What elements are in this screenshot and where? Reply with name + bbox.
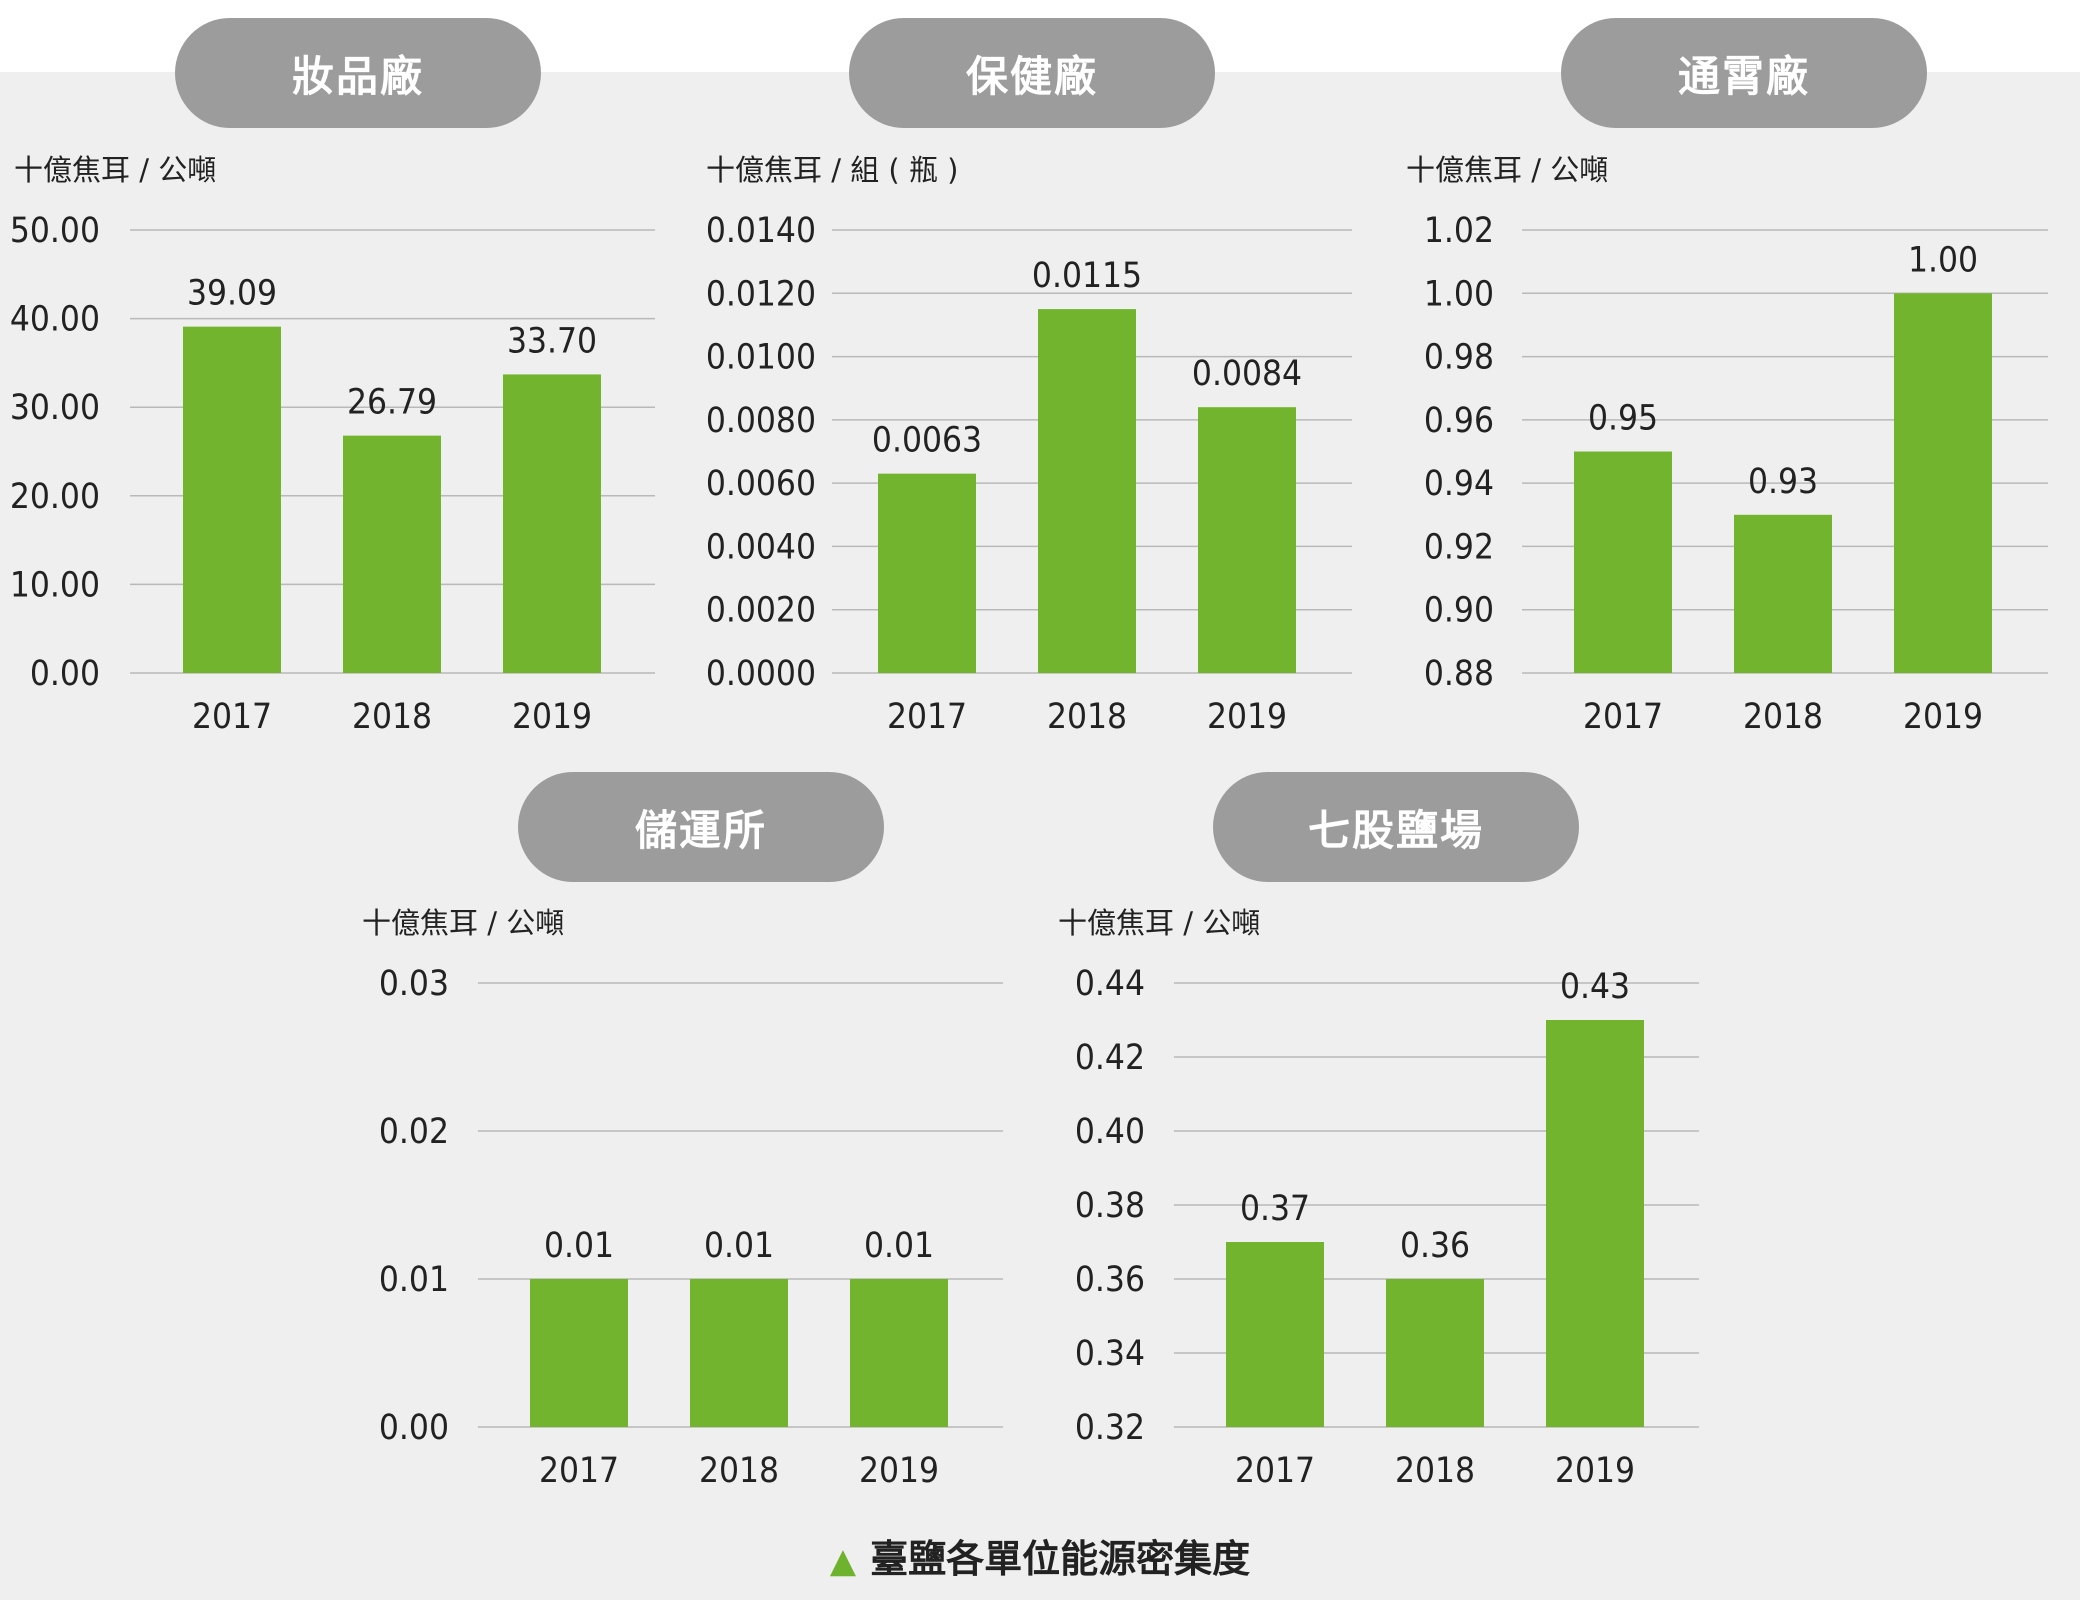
y-tick-label: 0.44 [1075,964,1145,1004]
x-tick-label: 2017 [1583,697,1663,737]
data-label: 1.00 [1908,240,1978,280]
data-label: 0.37 [1240,1189,1310,1229]
bar [1734,514,1832,673]
x-tick-label: 2018 [352,697,432,737]
y-axis-unit-label: 十億焦耳 / 公噸 [14,153,217,187]
bar [343,435,441,673]
x-tick-label: 2017 [887,697,967,737]
triangle-icon: ▲ [829,1541,857,1581]
bar [1226,1242,1324,1427]
data-label: 0.01 [544,1226,614,1266]
y-tick-label: 0.92 [1424,527,1494,567]
y-axis-unit-label: 十億焦耳 / 公噸 [362,906,565,940]
y-tick-label: 40.00 [10,300,100,340]
bar [1574,451,1672,673]
y-tick-label: 20.00 [10,477,100,517]
bar [530,1279,628,1427]
data-label: 0.0084 [1192,354,1302,394]
bar [1198,407,1296,673]
data-label: 39.09 [187,274,277,314]
y-tick-label: 0.0040 [706,527,816,567]
data-label: 26.79 [347,383,437,423]
data-label: 0.0115 [1032,256,1142,296]
x-tick-label: 2019 [512,697,592,737]
y-tick-label: 0.0140 [706,211,816,251]
y-tick-label: 0.32 [1075,1408,1145,1448]
data-label: 0.93 [1748,462,1818,502]
y-tick-label: 0.01 [379,1260,449,1300]
chart-title-cosmetics: 妝品廠 [175,18,541,128]
bar [1038,309,1136,673]
y-tick-label: 0.98 [1424,338,1494,378]
y-tick-label: 0.0080 [706,401,816,441]
bar [690,1279,788,1427]
y-tick-label: 0.94 [1424,464,1494,504]
data-label: 0.43 [1560,967,1630,1007]
x-tick-label: 2019 [1903,697,1983,737]
y-tick-label: 0.0000 [706,654,816,694]
y-tick-label: 0.88 [1424,654,1494,694]
y-axis-unit-label: 十億焦耳 / 組 ( 瓶 ) [706,153,959,187]
bar [1546,1020,1644,1427]
bar [183,326,281,673]
y-tick-label: 1.02 [1424,211,1494,251]
y-tick-label: 0.40 [1075,1112,1145,1152]
y-tick-label: 0.90 [1424,591,1494,631]
y-tick-label: 10.00 [10,565,100,605]
x-tick-label: 2018 [1047,697,1127,737]
y-tick-label: 0.38 [1075,1186,1145,1226]
x-tick-label: 2018 [699,1451,779,1491]
bar [1386,1279,1484,1427]
x-tick-label: 2017 [192,697,272,737]
y-tick-label: 0.02 [379,1112,449,1152]
y-tick-label: 1.00 [1424,274,1494,314]
data-label: 0.95 [1588,399,1658,439]
y-tick-label: 0.0020 [706,591,816,631]
y-tick-label: 0.96 [1424,401,1494,441]
y-tick-label: 0.42 [1075,1038,1145,1078]
y-tick-label: 50.00 [10,211,100,251]
y-tick-label: 0.0100 [706,338,816,378]
y-axis-unit-label: 十億焦耳 / 公噸 [1406,153,1609,187]
caption-text: 臺鹽各單位能源密集度 [870,1537,1251,1581]
data-label: 33.70 [507,321,597,361]
y-tick-label: 0.36 [1075,1260,1145,1300]
y-tick-label: 0.0120 [706,274,816,314]
figure-caption: ▲ 臺鹽各單位能源密集度 [0,1528,2080,1583]
x-tick-label: 2018 [1395,1451,1475,1491]
x-tick-label: 2018 [1743,697,1823,737]
x-tick-label: 2017 [1235,1451,1315,1491]
bar [878,473,976,673]
y-tick-label: 0.00 [379,1408,449,1448]
y-tick-label: 0.00 [30,654,100,694]
bar [1894,293,1992,673]
chart-title-storage: 儲運所 [518,772,884,882]
data-label: 0.36 [1400,1226,1470,1266]
y-tick-label: 0.03 [379,964,449,1004]
x-tick-label: 2019 [1555,1451,1635,1491]
bar [850,1279,948,1427]
data-label: 0.01 [704,1226,774,1266]
y-axis-unit-label: 十億焦耳 / 公噸 [1058,906,1261,940]
bar [503,374,601,673]
chart-title-tongxiao: 通霄廠 [1561,18,1927,128]
data-label: 0.01 [864,1226,934,1266]
data-label: 0.0063 [872,421,982,461]
y-tick-label: 0.34 [1075,1334,1145,1374]
x-tick-label: 2019 [1207,697,1287,737]
x-tick-label: 2017 [539,1451,619,1491]
chart-title-qigu: 七股鹽場 [1213,772,1579,882]
x-tick-label: 2019 [859,1451,939,1491]
y-tick-label: 30.00 [10,388,100,428]
chart-title-health: 保健廠 [849,18,1215,128]
y-tick-label: 0.0060 [706,464,816,504]
